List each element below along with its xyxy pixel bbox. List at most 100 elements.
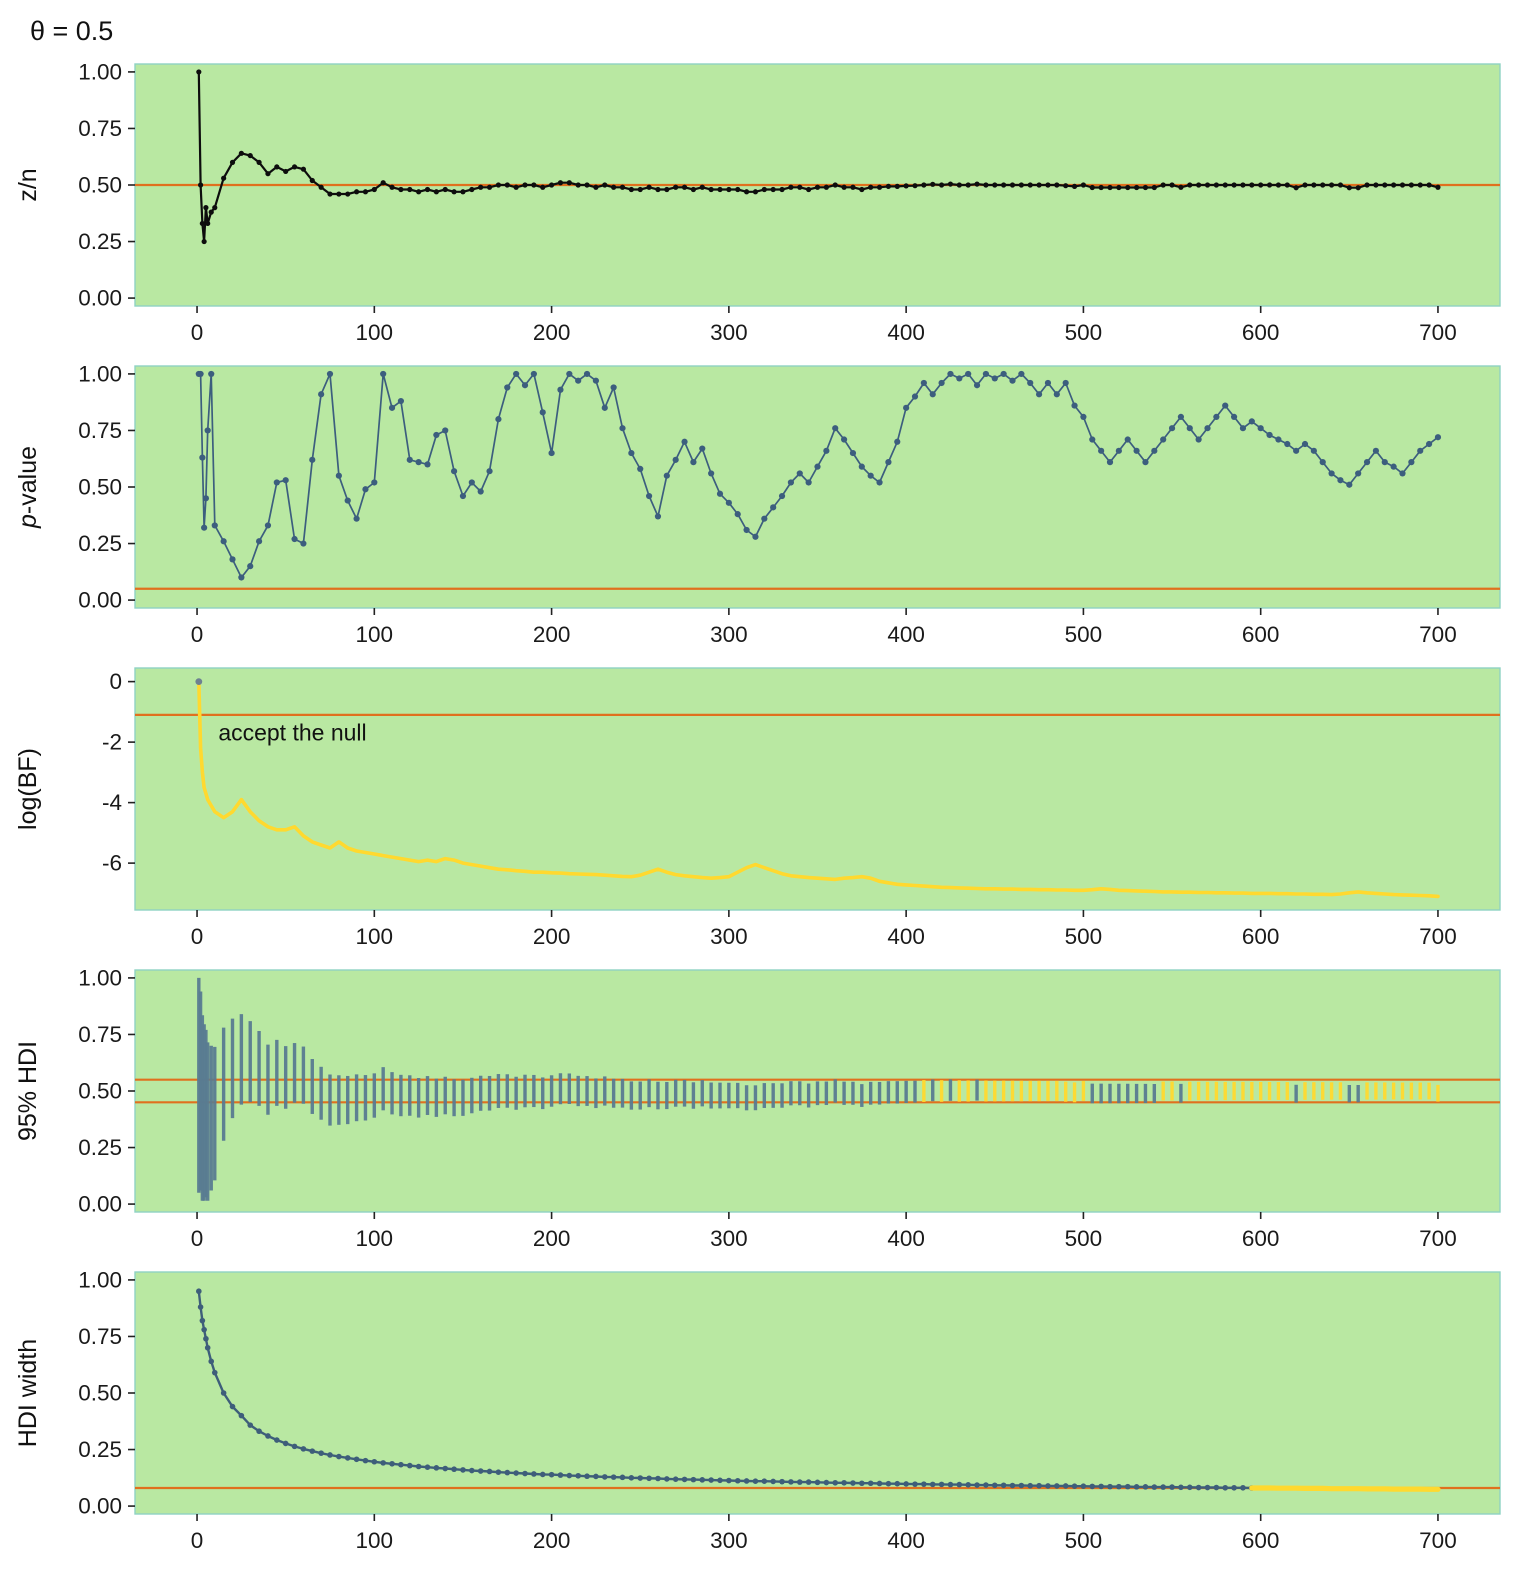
series-point	[1054, 182, 1060, 188]
hdi-width-chart: 0 100 200 300 400 500 600 700 0.00 0.25 0.50 0.75 1.…	[14, 1267, 1501, 1553]
series-point	[291, 1443, 298, 1450]
x-tick-label: 100	[356, 320, 394, 345]
series-point	[832, 182, 838, 188]
series-point	[1027, 1482, 1034, 1489]
series-point	[619, 425, 626, 432]
x-tick-label: 600	[1242, 1226, 1280, 1251]
y-tick-label: 0.25	[78, 229, 122, 254]
series-point	[664, 186, 670, 193]
series-point	[832, 425, 839, 432]
series-point	[282, 1440, 289, 1447]
series-point	[220, 1390, 227, 1396]
series-point	[911, 393, 919, 400]
series-point	[1142, 1484, 1149, 1490]
hdi-chart: 0 100 200 300 400 500 600 700 0.00 0.25 0.50 0.75 1.…	[14, 965, 1501, 1251]
series-point	[1142, 459, 1149, 466]
series-point	[1125, 184, 1131, 191]
series-point	[1018, 1482, 1025, 1489]
series-point	[806, 186, 812, 193]
annotation-accept-the-null: accept the null	[218, 720, 366, 746]
series-point	[699, 1477, 706, 1483]
series-point	[1195, 436, 1202, 443]
series-point	[770, 1478, 776, 1485]
series-point	[1249, 182, 1255, 188]
series-point	[1310, 447, 1317, 454]
series-point	[548, 1471, 555, 1478]
series-point	[912, 183, 918, 189]
series-point	[407, 186, 413, 193]
series-point	[1018, 182, 1024, 188]
series-point	[849, 449, 857, 457]
series-point	[983, 1482, 989, 1488]
series-point	[477, 1468, 484, 1474]
x-tick-label: 200	[533, 1226, 571, 1251]
series-point	[1133, 447, 1140, 454]
series-point	[1320, 182, 1326, 188]
x-tick-label: 500	[1065, 924, 1103, 949]
series-point	[1293, 185, 1299, 191]
panel-hdi-width: 0 100 200 300 400 500 600 700 0.00 0.25 0.50 0.75 1.…	[0, 1264, 1536, 1566]
series-point	[1363, 459, 1371, 466]
series-point	[1098, 1483, 1104, 1490]
series-point	[291, 535, 298, 543]
series-point	[318, 391, 325, 398]
first-point	[195, 678, 203, 686]
series-point	[929, 391, 936, 398]
x-tick-label: 100	[356, 1226, 394, 1251]
series-point	[1337, 182, 1344, 188]
series-point	[469, 186, 475, 193]
series-point	[1426, 182, 1432, 188]
series-point	[1204, 425, 1211, 432]
series-point	[1328, 470, 1335, 477]
x-tick-label: 300	[710, 622, 748, 647]
y-tick-label: 0.00	[78, 1494, 122, 1519]
series-point	[1399, 470, 1406, 477]
series-point	[726, 1477, 732, 1484]
series-point	[1187, 182, 1193, 188]
x-tick-label: 0	[191, 1226, 204, 1251]
series-point	[415, 1463, 422, 1470]
series-point	[1391, 182, 1397, 188]
series-point	[201, 1326, 207, 1333]
series-point	[1116, 1483, 1122, 1490]
series-point	[196, 1288, 202, 1295]
series-point	[1231, 182, 1237, 188]
series-point	[1107, 1483, 1113, 1490]
series-point	[211, 522, 218, 529]
y-tick-label: 0.75	[78, 1022, 122, 1047]
series-point	[1311, 182, 1317, 188]
series-point	[743, 189, 750, 195]
panel-log-bf: accept the null 0 100 200 300 400 500 600 700 0 -2…	[0, 660, 1536, 962]
series-point	[619, 184, 626, 190]
x-tick-label: 200	[533, 320, 571, 345]
series-point	[938, 1481, 945, 1488]
series-point	[1133, 184, 1140, 191]
series-point	[664, 1476, 670, 1482]
y-tick-label: 0.25	[78, 1135, 122, 1160]
series-point	[726, 186, 732, 193]
y-tick-label: 0	[109, 669, 122, 694]
hdi-axis-label: 95% HDI	[14, 1041, 42, 1141]
series-point	[708, 186, 714, 193]
series-point	[424, 186, 431, 193]
series-point	[903, 1481, 909, 1487]
x-tick-label: 400	[887, 320, 925, 345]
series-point	[779, 1478, 785, 1485]
series-point	[513, 1470, 519, 1476]
series-point	[876, 184, 883, 190]
series-point	[424, 461, 431, 468]
series-point	[1204, 1484, 1211, 1491]
series-point	[1284, 182, 1290, 188]
series-point	[442, 427, 449, 434]
series-point	[601, 1474, 608, 1480]
series-point	[238, 1412, 245, 1419]
series-point	[1027, 379, 1034, 387]
series-point	[1213, 1484, 1220, 1491]
series-point	[788, 184, 794, 190]
y-tick-label: 0.00	[78, 588, 122, 613]
series-point	[699, 184, 705, 190]
series-point	[1169, 182, 1175, 188]
panel-p-value: 0 100 200 300 400 500 600 700 0.00 0.25 0.50 0.75 1.…	[0, 358, 1536, 660]
series-point	[850, 1480, 856, 1486]
